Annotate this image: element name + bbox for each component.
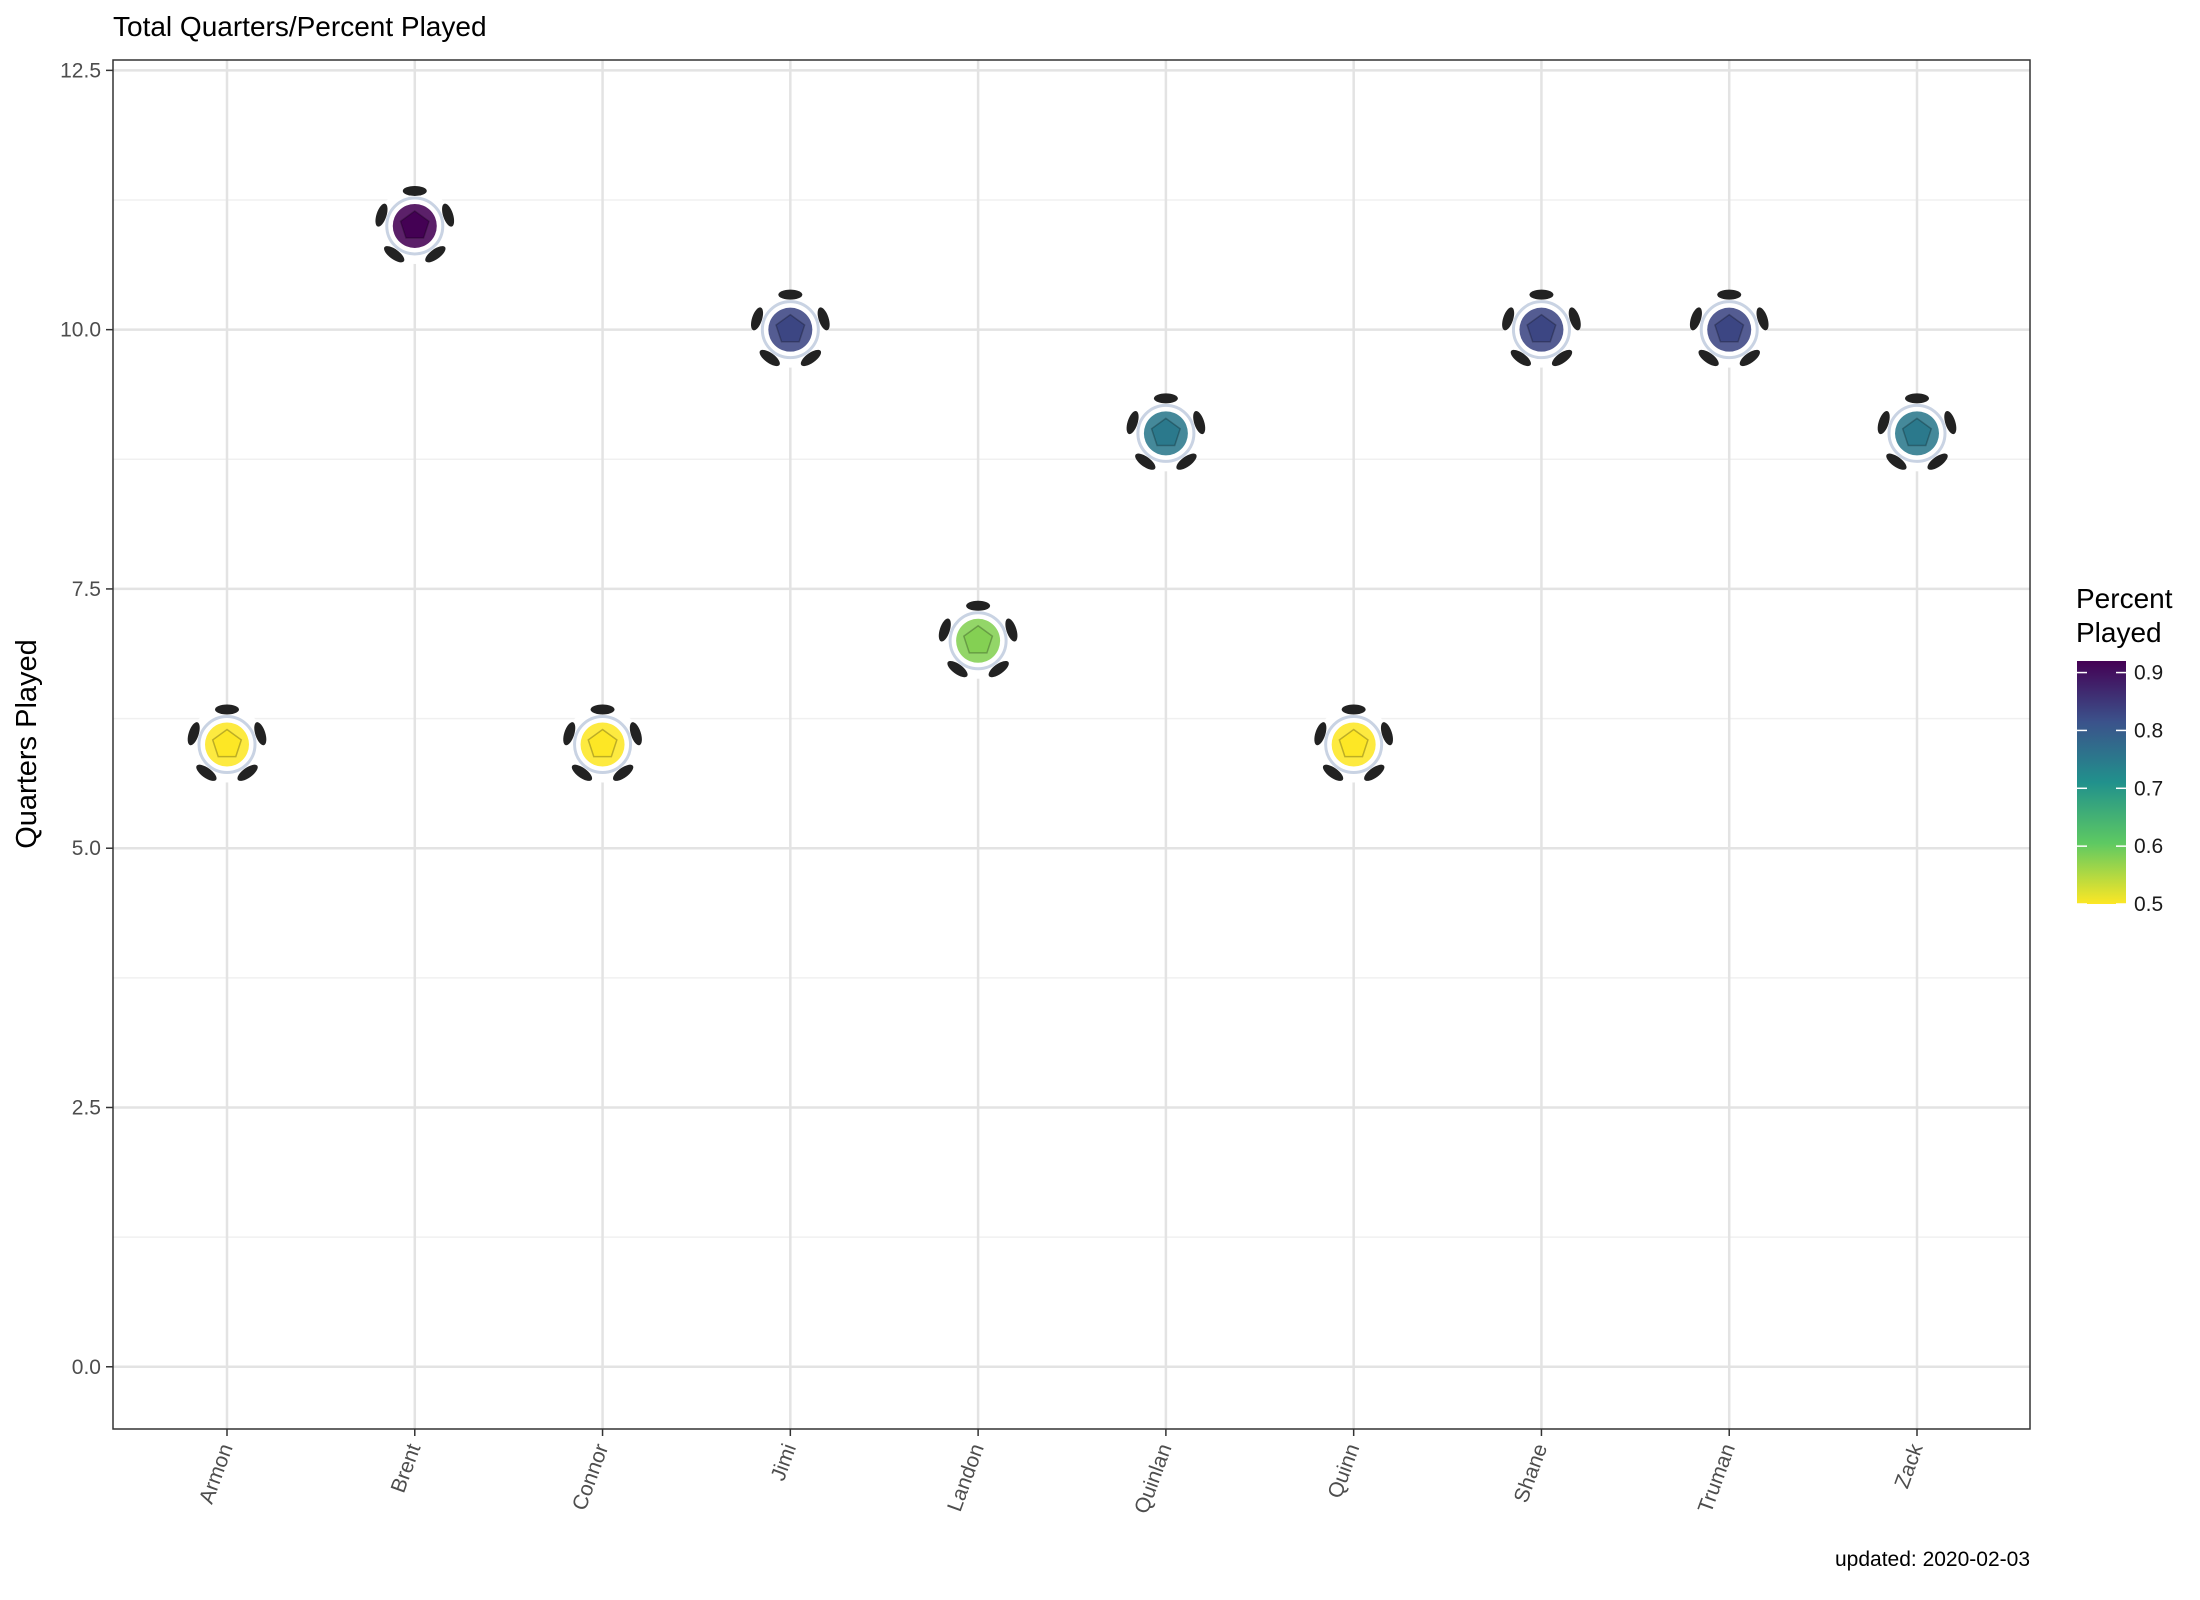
x-tick-label: Jimi: [767, 1441, 801, 1484]
x-tick-label: Truman: [1694, 1441, 1740, 1516]
soccer-ball-icon: [1689, 289, 1769, 368]
legend: Percent Played 0.9 0.8 0.7 0.6 0.5: [2076, 583, 2173, 916]
plot-border: [112, 59, 2031, 1430]
soccer-ball-icon: [1314, 704, 1393, 783]
soccer-ball-icon: [938, 600, 1018, 679]
legend-title-line1: Percent: [2076, 583, 2173, 614]
plot-background: [113, 60, 2030, 1429]
caption: updated: 2020-02-03: [1835, 1548, 2030, 1571]
x-tick-label: Brent: [387, 1441, 426, 1496]
y-tick-label: 7.5: [72, 578, 101, 601]
x-tick-label: Connor: [568, 1441, 613, 1514]
x-tick-label: Zack: [1891, 1440, 1928, 1491]
soccer-ball-icon: [375, 185, 455, 264]
soccer-ball-icon: [751, 289, 830, 368]
legend-tick-label: 0.6: [2134, 835, 2163, 858]
y-axis-title: Quarters Played: [11, 639, 43, 849]
legend-title-line2: Played: [2076, 617, 2162, 648]
plot-panel: [112, 59, 2031, 1430]
x-tick-label: Quinlan: [1130, 1441, 1176, 1517]
y-tick-label: 10.0: [60, 319, 101, 342]
soccer-ball-icon: [187, 704, 267, 783]
y-tick-label: 2.5: [72, 1096, 101, 1119]
y-tick-label: 5.0: [72, 837, 101, 860]
soccer-ball-icon: [1126, 393, 1206, 472]
legend-tick-label: 0.8: [2134, 719, 2163, 742]
y-axis: 0.0 2.5 5.0 7.5 10.0 12.5: [60, 59, 113, 1379]
y-tick-label: 12.5: [60, 59, 101, 82]
chart-title: Total Quarters/Percent Played: [113, 11, 487, 42]
x-tick-label: Armon: [195, 1441, 238, 1507]
soccer-ball-icon: [563, 704, 642, 783]
legend-tick-label: 0.7: [2134, 777, 2163, 800]
x-tick-label: Quinn: [1324, 1441, 1365, 1502]
soccer-ball-icon: [1877, 393, 1957, 472]
legend-tick-label: 0.9: [2134, 662, 2163, 685]
x-axis: Armon Brent Connor Jimi Landon Quinlan Quinn Sh…: [195, 1429, 1928, 1517]
soccer-ball-icon: [1502, 289, 1581, 368]
legend-colorbar: [2077, 661, 2126, 904]
x-tick-label: Shane: [1510, 1441, 1552, 1506]
y-tick-label: 0.0: [72, 1356, 101, 1379]
legend-tick-label: 0.5: [2134, 893, 2163, 916]
data-points: [187, 185, 1957, 783]
legend-ticks: 0.9 0.8 0.7 0.6 0.5: [2077, 662, 2163, 916]
x-tick-label: Landon: [943, 1441, 989, 1515]
